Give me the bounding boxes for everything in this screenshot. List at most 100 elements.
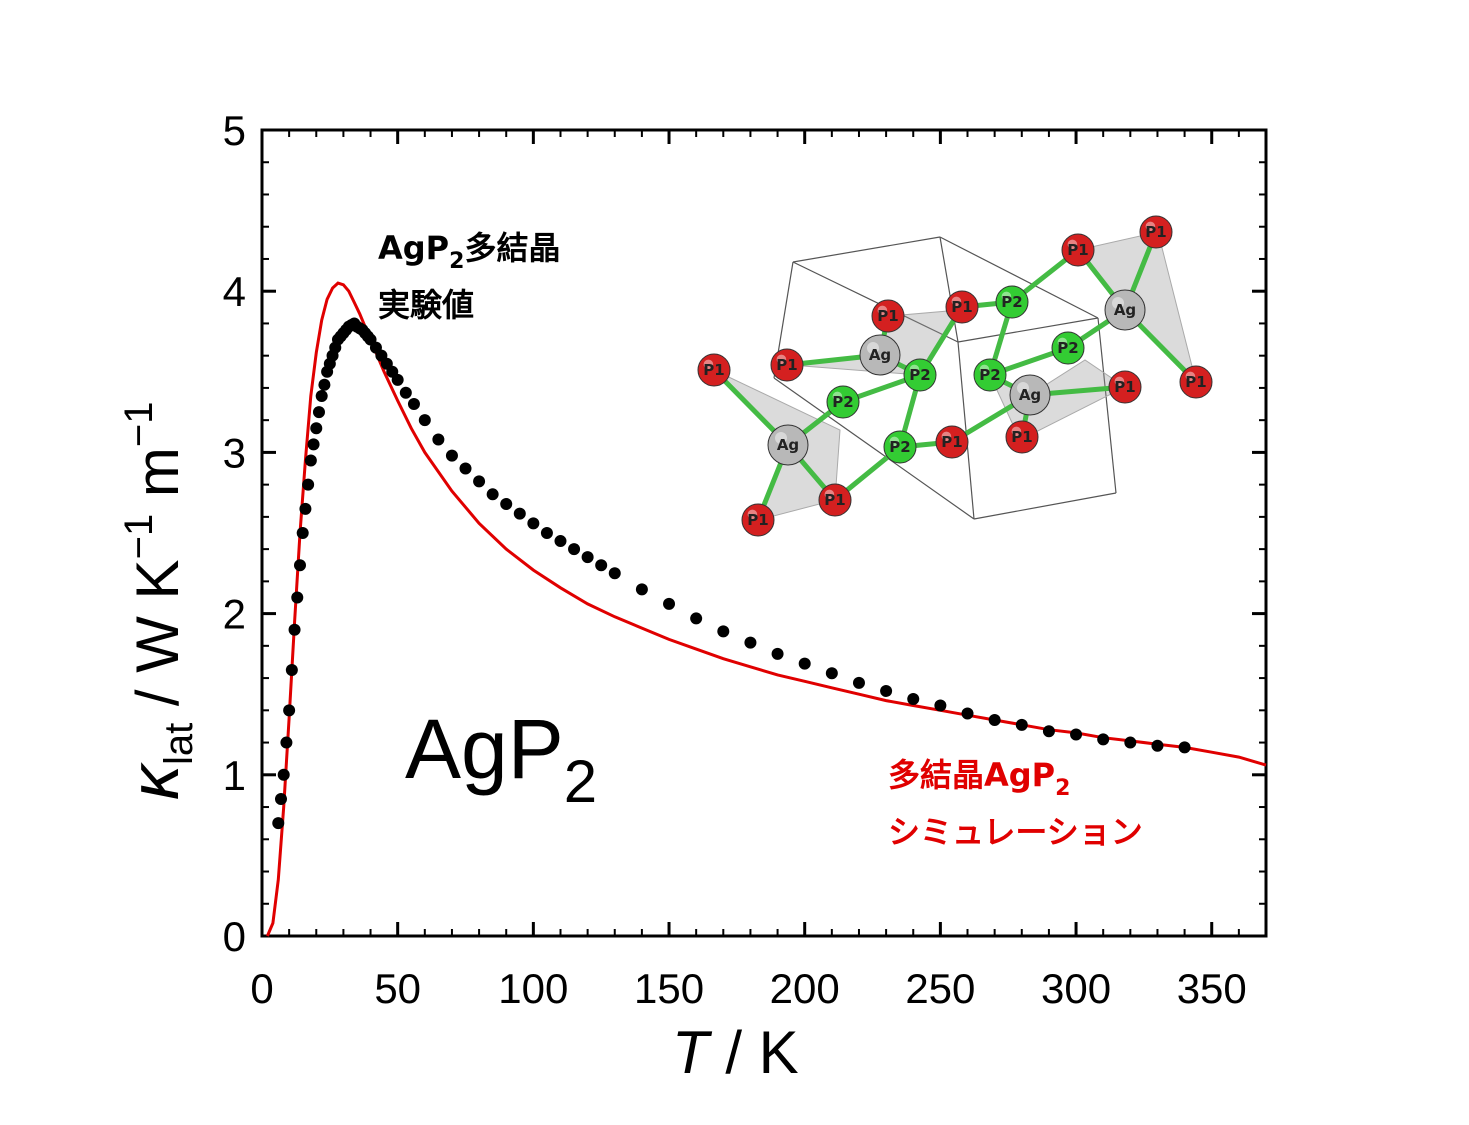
x-tick-label: 250 (905, 965, 975, 1012)
experiment-point (285, 664, 298, 677)
experiment-point (1178, 741, 1191, 754)
x-tick-label: 150 (634, 965, 704, 1012)
atom-label: P2 (889, 438, 910, 456)
atom-highlight (776, 354, 787, 365)
atom-highlight (1017, 382, 1029, 394)
atom-p1 (1005, 420, 1039, 454)
experiment-point (459, 462, 472, 475)
atom-ag (767, 424, 809, 466)
experiment-point (432, 433, 445, 446)
atom-ag (1009, 374, 1051, 416)
unit-cell-edge (773, 377, 975, 520)
atom-p1 (741, 503, 775, 537)
experiment-point (568, 543, 581, 556)
atom-highlight (909, 364, 920, 375)
experiment-point (663, 597, 676, 610)
atom-highlight (1145, 221, 1156, 232)
atom-label: Ag (869, 346, 891, 364)
y-tick-label: 5 (223, 107, 246, 154)
atom-p2 (995, 285, 1029, 319)
unit-cell-edge (957, 341, 975, 520)
experiment-point (315, 389, 328, 402)
experiment-point (1070, 728, 1083, 741)
atom-label: P1 (824, 491, 845, 509)
experiment-point (690, 612, 703, 625)
experiment-point (307, 438, 320, 451)
atom-label: P1 (1114, 378, 1135, 396)
unit-cell-edge (957, 317, 1099, 343)
experiment-point (907, 693, 920, 706)
experiment-point (318, 378, 331, 391)
atom-label: Ag (1019, 386, 1041, 404)
atom-ag (859, 334, 901, 376)
atom-label: P2 (979, 366, 1000, 384)
experiment-point (486, 488, 499, 501)
atom-highlight (703, 359, 714, 370)
experiment-point (635, 583, 648, 596)
unit-cell-edge (939, 236, 959, 343)
atom-p1 (1139, 215, 1173, 249)
experiment-point (500, 497, 513, 510)
atom-label: P1 (1067, 241, 1088, 259)
atom-label: P2 (909, 366, 930, 384)
experiment-point (272, 817, 285, 830)
atom-highlight (824, 489, 835, 500)
x-tick-label: 300 (1041, 965, 1111, 1012)
experiment-point (798, 657, 811, 670)
y-tick-label: 2 (223, 591, 246, 638)
atom-label: P1 (747, 511, 768, 529)
atom-label: P1 (877, 307, 898, 325)
experiment-annotation-line1: AgP2多結晶 (378, 229, 560, 274)
experiment-point (293, 559, 306, 572)
experiment-point (608, 567, 621, 580)
x-tick-label: 350 (1177, 965, 1247, 1012)
experiment-point (513, 507, 526, 520)
experiment-point (274, 792, 287, 805)
experiment-point (418, 414, 431, 427)
experiment-point (744, 636, 757, 649)
atom-highlight (832, 391, 843, 402)
atom-p2 (883, 430, 917, 464)
experiment-point (595, 559, 608, 572)
experiment-point (1124, 736, 1137, 749)
atom-p2 (973, 358, 1007, 392)
x-tick-label: 100 (498, 965, 568, 1012)
experiment-point (540, 527, 553, 539)
atom-p2 (826, 385, 860, 419)
experiment-point (304, 454, 317, 467)
experiment-point (283, 704, 296, 717)
atom-p1 (935, 425, 969, 459)
atom-highlight (877, 305, 888, 316)
atom-highlight (867, 342, 879, 354)
simulation-annotation-line2: シミュレーション (888, 813, 1143, 851)
unit-cell-edge (973, 492, 1117, 520)
experiment-point (407, 398, 420, 411)
plot-frame (260, 128, 1268, 938)
compound-label: AgP2 (405, 702, 597, 815)
experiment-point (1151, 739, 1164, 752)
experiment-series (272, 317, 1191, 830)
atom-label: P1 (1011, 428, 1032, 446)
experiment-point (399, 386, 412, 399)
atom-highlight (951, 296, 962, 307)
atom-label: P1 (1185, 373, 1206, 391)
experiment-point (1097, 733, 1110, 746)
experiment-point (961, 707, 974, 720)
atom-p2 (1051, 331, 1085, 365)
experiment-point (852, 676, 865, 689)
experiment-point (717, 625, 730, 638)
experiment-point (291, 591, 304, 604)
y-axis-ticks: 0 1 2 3 4 5 (223, 107, 1266, 960)
experiment-point (391, 373, 404, 386)
atom-label: P1 (951, 298, 972, 316)
atom-highlight (979, 364, 990, 375)
simulation-annotation-line1: 多結晶AgP2 (888, 756, 1070, 801)
x-axis-ticks: 0 50 100 150 200 250 300 350 (250, 130, 1247, 1012)
unit-cell-edge (1097, 317, 1117, 494)
atom-p1 (871, 299, 905, 333)
atom-p1 (818, 483, 852, 517)
experiment-point (934, 699, 947, 712)
atom-label: P1 (941, 433, 962, 451)
atom-label: Ag (1114, 301, 1136, 319)
y-axis-label: κlat / W K−1 m−1 (115, 402, 201, 800)
